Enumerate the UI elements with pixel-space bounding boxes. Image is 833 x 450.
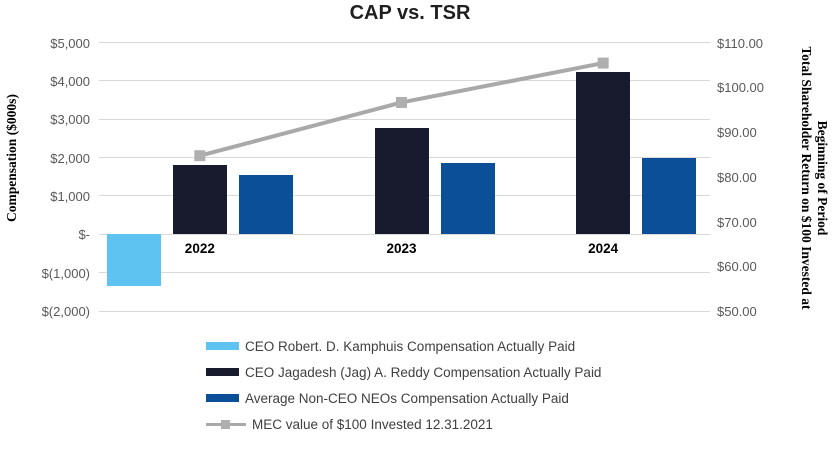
legend-item-mec-tsr: MEC value of $100 Invested 12.31.2021: [206, 411, 601, 437]
category-label-2024: 2024: [588, 241, 619, 257]
y-axis-tick-label-right: $110.00: [717, 35, 764, 51]
bar-reddy-cap-2024: [576, 71, 631, 235]
gridline: [99, 310, 710, 312]
y-axis-tick-label-left: $2,000: [50, 150, 90, 166]
legend-swatch-kamphuis-cap: [206, 342, 239, 350]
legend-label-reddy-cap: CEO Jagadesh (Jag) A. Reddy Compensation…: [245, 364, 602, 380]
y-axis-tick-label-right: $90.00: [717, 125, 757, 140]
y-axis-tick-label-left: $4,000: [50, 73, 90, 89]
legend: CEO Robert. D. Kamphuis Compensation Act…: [206, 333, 601, 437]
category-label-2023: 2023: [386, 241, 417, 257]
legend-line-marker-glyph: [221, 419, 230, 429]
y-axis-tick-label-right: $60.00: [717, 259, 757, 275]
y-axis-tick-label-left: $3,000: [50, 112, 90, 128]
legend-item-reddy-cap: CEO Jagadesh (Jag) A. Reddy Compensation…: [206, 359, 601, 385]
gridline: [99, 42, 710, 43]
legend-item-neo-cap: Average Non-CEO NEOs Compensation Actual…: [206, 385, 601, 411]
chart-title: CAP vs. TSR: [349, 2, 471, 24]
legend-item-kamphuis-cap: CEO Robert. D. Kamphuis Compensation Act…: [206, 333, 601, 359]
legend-label-mec-tsr: MEC value of $100 Invested 12.31.2021: [252, 416, 493, 432]
bar-kamphuis-cap-2022: [106, 234, 161, 287]
y-axis-tick-label-right: $80.00: [717, 169, 757, 185]
category-label-2022: 2022: [184, 241, 215, 257]
legend-label-kamphuis-cap: CEO Robert. D. Kamphuis Compensation Act…: [245, 338, 576, 354]
line-marker: [597, 57, 609, 69]
bar-neo-cap-2024: [642, 158, 697, 235]
legend-label-neo-cap: Average Non-CEO NEOs Compensation Actual…: [245, 390, 569, 406]
legend-swatch-reddy-cap: [206, 368, 239, 376]
y-axis-tick-label-left: $(2,000): [41, 304, 90, 319]
bar-neo-cap-2023: [440, 163, 495, 235]
gridline: [99, 272, 710, 274]
y-axis-tick-label-left: $-: [78, 227, 90, 243]
y-axis-tick-label-left: $1,000: [50, 188, 90, 204]
y-axis-tick-label-left: $(1,000): [41, 265, 90, 281]
line-marker: [194, 150, 206, 162]
y-axis-tick-label-right: $100.00: [717, 80, 764, 96]
line-marker: [396, 96, 407, 108]
y-axis-tick-label-right: $50.00: [717, 304, 757, 319]
gridline: [99, 233, 710, 235]
bar-reddy-cap-2023: [374, 128, 429, 235]
legend-swatch-mec-tsr: [206, 419, 246, 430]
y-axis-tick-label-right: $70.00: [717, 214, 757, 230]
bar-neo-cap-2022: [238, 174, 293, 235]
bar-reddy-cap-2022: [172, 165, 227, 235]
y-axis-tick-label-left: $5,000: [50, 35, 90, 51]
legend-swatch-neo-cap: [206, 394, 239, 402]
